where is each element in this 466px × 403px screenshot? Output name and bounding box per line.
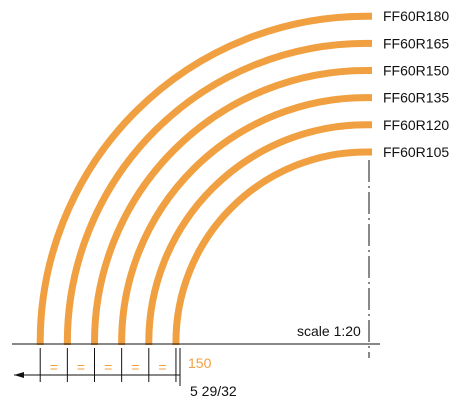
profile-label: FF60R180 — [383, 8, 449, 24]
spacing-equal-mark: = — [158, 359, 166, 375]
arc-profile-outline — [148, 124, 372, 345]
arc-profile-outline — [121, 97, 372, 345]
arc-profile — [91, 67, 372, 345]
spacing-ticks — [39, 348, 177, 382]
spacing-equal-mark: = — [104, 359, 112, 375]
scale-label: scale 1:20 — [297, 323, 361, 339]
arc-profiles — [36, 12, 372, 345]
profile-label: FF60R150 — [383, 63, 449, 79]
arc-profile — [145, 121, 372, 345]
arc-profile-outline — [175, 151, 372, 345]
spacing-equal-mark: = — [131, 359, 139, 375]
spacing-equal-mark: = — [77, 359, 85, 375]
arc-profile-outline — [66, 42, 372, 345]
spacing-equal-mark: = — [50, 359, 58, 375]
dimension-width-label: 150 — [188, 355, 212, 371]
arc-profile — [172, 148, 372, 345]
dimension-total-label: 5 29/32 — [190, 383, 237, 399]
arc-profile-outline — [39, 15, 372, 345]
profile-label: FF60R165 — [383, 35, 449, 51]
arc-profile — [63, 39, 372, 345]
profile-label: FF60R135 — [383, 90, 449, 106]
arc-profile — [36, 12, 372, 345]
spacing-equal-marks: = = = = = — [50, 359, 167, 375]
dimension-arrow-left — [14, 372, 24, 378]
profile-labels: FF60R180 FF60R165 FF60R150 FF60R135 FF60R120… — [383, 8, 449, 160]
arc-profile — [118, 94, 372, 345]
profile-label: FF60R105 — [383, 144, 449, 160]
profile-label: FF60R120 — [383, 117, 449, 133]
